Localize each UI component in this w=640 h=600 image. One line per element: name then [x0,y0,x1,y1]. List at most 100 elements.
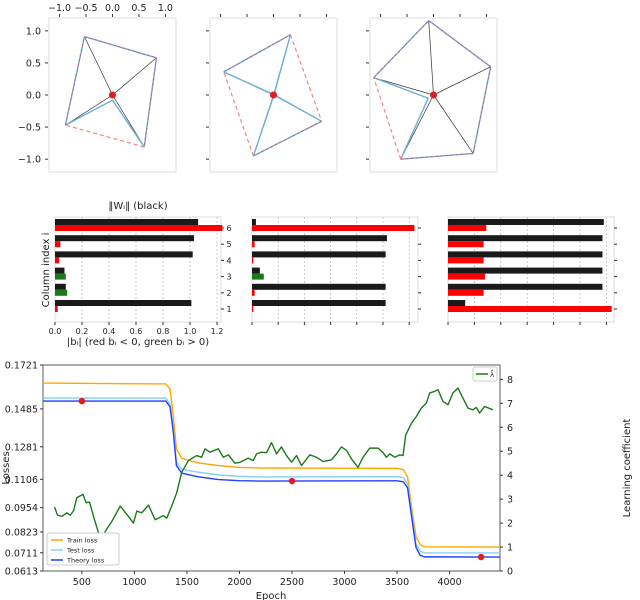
x-tick-label: 0.4 [103,327,116,336]
spoke-line [428,20,434,96]
loss-marker [288,477,296,485]
bias-bar [252,241,255,248]
spoke-line [112,57,157,96]
norm-bar [448,235,603,242]
bias-bar [448,306,612,312]
norm-bar [55,267,65,274]
norm-bar [55,300,192,306]
bias-bar [448,289,484,296]
polygon-edge-overlay [223,34,291,73]
spoke-line [433,94,474,154]
series-line-test-loss [43,397,501,554]
axes-frame [251,216,419,323]
norm-bar [55,251,193,258]
x-tick-label: 0.6 [130,327,143,336]
bias-bar [55,289,68,296]
geometry-panel-1: −1.0 −0.5 0.0 0.5 1.0 1.0 0.5 0.0 −0.5 −1.0 [18,3,177,173]
y-tick-label: 1.0 [26,26,41,37]
bias-bar [55,273,66,280]
x-tick-label: 0.0 [49,327,62,336]
bias-bar [55,306,58,312]
polygon-edge-overlay [253,120,322,157]
dashed-edge [223,71,254,157]
norm-bar [55,283,66,290]
legend-label: Theory loss [66,557,105,565]
loss-ylabel: Losses [1,451,12,484]
y2-tick-label: 8 [507,375,513,386]
x-tick-label: 3000 [332,577,356,588]
origin-marker [270,91,277,99]
y-tick-label: 0.0823 [5,527,38,538]
x-tick-label: 1.0 [158,3,173,14]
blue-path [65,99,145,148]
spoke-line [65,94,113,126]
x-tick-label: 1.2 [211,327,224,336]
legend-lambda: λ̂ [472,366,498,382]
bias-bar [252,225,415,231]
y-tick-label: −1.0 [18,155,41,166]
x-tick-label: 2500 [280,577,304,588]
y-tick-label: 0.1106 [5,475,38,486]
polygon-edge-overlay [84,36,157,59]
norm-bar [252,235,387,242]
x-tick-label: 1000 [122,577,146,588]
geometry-panel-3 [366,14,498,173]
norm-bar [252,283,386,290]
series-line-train-loss [42,382,501,548]
y-tick-label: 3 [226,273,231,282]
y-tick-label: 0.0954 [5,503,38,514]
spoke-line [433,66,491,96]
y2-tick-label: 0 [507,567,513,578]
y-tick-label: 4 [226,256,231,265]
polygon-edge [472,66,492,154]
blue-path [373,77,430,160]
polygon-edge-overlay [64,36,85,126]
bias-bar [448,257,484,264]
bias-bar [252,273,264,280]
y-tick-label: 0.0613 [5,567,38,578]
x-tick-label: 1500 [175,577,199,588]
legend-losses: Train loss Test loss Theory loss [46,532,120,566]
norm-bar [55,235,195,242]
loss-marker [477,553,485,561]
y-tick-label: 0.5 [26,58,41,69]
norm-bar [448,219,604,225]
origin-marker [109,91,116,99]
geometry-panel-2 [206,14,338,173]
y2-tick-label: 6 [507,423,513,434]
legend-frame [46,532,120,566]
norm-bar [448,267,603,274]
polygon-edge-overlay [143,57,157,148]
bar-panel-2 [251,216,421,325]
bias-bar [252,306,254,312]
y-tick-label: 0.1721 [5,361,38,372]
x-tick-label: 0.0 [105,3,120,14]
x-tick-label: 2000 [227,577,251,588]
spoke-line [84,36,113,96]
norm-bar [252,300,386,306]
loss-xlabel: Epoch [256,591,287,600]
y-tick-label: −0.5 [18,123,41,134]
y2-tick-label: 2 [507,519,513,530]
axes-frame [42,364,501,572]
series-line- [53,387,494,548]
y2-tick-label: 4 [507,471,513,482]
y2-tick-label: 3 [507,495,513,506]
y-tick-label: 0.1485 [5,404,38,415]
bias-bar [252,257,254,264]
norm-bar [252,251,386,258]
origin-marker [430,91,437,99]
bias-bar [55,225,223,231]
norm-bar [252,267,260,274]
bias-bar [448,225,487,231]
y-tick-label: 5 [226,240,231,249]
norm-bar [448,283,603,290]
training-curves-panel: Epoch Losses Learning coefficient 500 100… [1,361,633,600]
spoke-line [373,77,434,96]
norm-bar [448,251,603,258]
bias-bar [55,241,61,248]
lc-ylabel: Learning coefficient [622,419,633,518]
y2-tick-label: 7 [507,399,513,410]
y-tick-label: 0.0 [26,91,41,102]
